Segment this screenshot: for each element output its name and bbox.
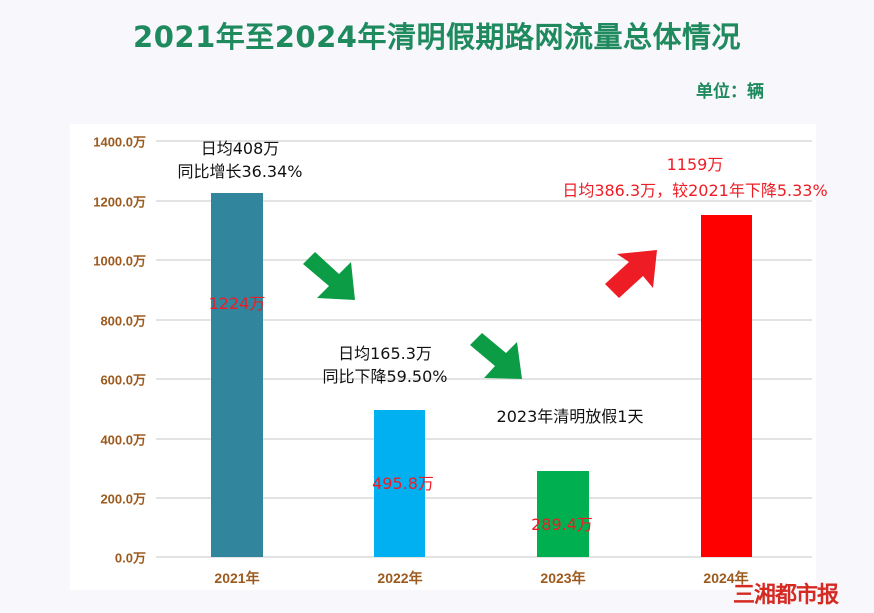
- y-tick-800: 800.0万: [100, 313, 146, 329]
- gridline-1400: [156, 140, 812, 142]
- y-tick-1000: 1000.0万: [93, 253, 146, 269]
- gridline-200: [156, 497, 812, 499]
- annotation-2024-line2: 日均386.3万，较2021年下降5.33%: [562, 181, 828, 200]
- x-tick-2021: 2021年: [214, 570, 260, 586]
- gridline-800: [156, 319, 812, 321]
- y-tick-1200: 1200.0万: [93, 194, 146, 210]
- bar-2021: [211, 193, 263, 557]
- chart-title: 2021年至2024年清明假期路网流量总体情况: [133, 20, 741, 54]
- unit-label: 单位：辆: [696, 82, 764, 102]
- watermark-logo: 三湘都市报: [733, 583, 839, 608]
- bar-2024: [701, 215, 752, 557]
- x-tick-2024: 2024年: [703, 570, 749, 586]
- annotation-2024-line1: 1159万: [666, 155, 724, 174]
- gridline-1000: [156, 259, 812, 261]
- gridline-600: [156, 378, 812, 380]
- x-tick-2023: 2023年: [540, 570, 586, 586]
- x-tick-2022: 2022年: [377, 570, 423, 586]
- value-label-2022: 495.8万: [372, 474, 434, 493]
- y-tick-0: 0.0万: [114, 550, 146, 566]
- value-label-2021: 1224万: [208, 294, 266, 313]
- value-label-2023: 289.4万: [531, 515, 593, 534]
- y-tick-400: 400.0万: [100, 432, 146, 448]
- annotation-2021: 日均408万 同比增长36.34%: [160, 137, 320, 183]
- down-right-arrow-icon: [470, 333, 522, 379]
- y-tick-200: 200.0万: [100, 491, 146, 507]
- annotation-2023-line1: 2023年清明放假1天: [496, 407, 644, 426]
- down-right-arrow-icon: [303, 252, 355, 300]
- y-tick-1400: 1400.0万: [93, 134, 146, 150]
- gridline-400: [156, 438, 812, 440]
- annotation-2023: 2023年清明放假1天: [475, 405, 665, 428]
- gridline-0: [156, 556, 812, 558]
- annotation-2021-line1: 日均408万: [200, 139, 280, 158]
- up-right-arrow-icon: [605, 250, 657, 298]
- annotation-2024: 1159万 日均386.3万，较2021年下降5.33%: [530, 152, 860, 204]
- y-tick-600: 600.0万: [100, 372, 146, 388]
- bar-2023: [537, 471, 589, 557]
- annotation-2022-line2: 同比下降59.50%: [322, 367, 448, 386]
- bar-2022: [374, 410, 425, 557]
- annotation-2021-line2: 同比增长36.34%: [177, 162, 303, 181]
- annotation-2022: 日均165.3万 同比下降59.50%: [305, 342, 465, 388]
- gridline-1200: [156, 200, 812, 202]
- annotation-2022-line1: 日均165.3万: [338, 344, 432, 363]
